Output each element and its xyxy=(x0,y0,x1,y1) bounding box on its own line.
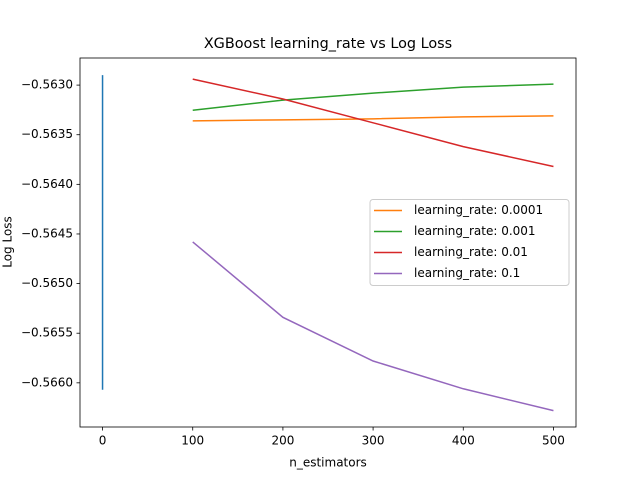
y-tick-label: −0.5655 xyxy=(21,326,73,340)
legend-label: learning_rate: 0.001 xyxy=(414,224,536,238)
x-axis-label: n_estimators xyxy=(289,456,367,470)
series-line xyxy=(192,115,554,122)
y-tick-label: −0.5645 xyxy=(21,226,73,240)
series-line xyxy=(192,78,554,168)
series-line xyxy=(192,83,554,111)
y-axis-label: Log Loss xyxy=(1,216,15,268)
x-tick-label: 0 xyxy=(99,434,107,448)
legend-label: learning_rate: 0.0001 xyxy=(414,203,543,217)
series-line xyxy=(192,241,554,412)
x-tick-label: 400 xyxy=(452,434,475,448)
legend-label: learning_rate: 0.1 xyxy=(414,266,520,280)
plot-frame xyxy=(79,57,577,428)
x-tick-label: 200 xyxy=(271,434,294,448)
x-tick-label: 100 xyxy=(181,434,204,448)
y-tick-label: −0.5635 xyxy=(21,127,73,141)
y-tick-label: −0.5640 xyxy=(21,177,73,191)
legend-label: learning_rate: 0.01 xyxy=(414,245,528,259)
x-tick-label: 500 xyxy=(542,434,565,448)
x-tick-label: 300 xyxy=(362,434,385,448)
y-tick-label: −0.5660 xyxy=(21,375,73,389)
y-tick-label: −0.5630 xyxy=(21,78,73,92)
y-tick-label: −0.5650 xyxy=(21,276,73,290)
chart-title: XGBoost learning_rate vs Log Loss xyxy=(204,36,452,52)
legend: learning_rate: 0.0001 learning_rate: 0.00… xyxy=(369,199,570,286)
legend-box xyxy=(369,199,570,286)
